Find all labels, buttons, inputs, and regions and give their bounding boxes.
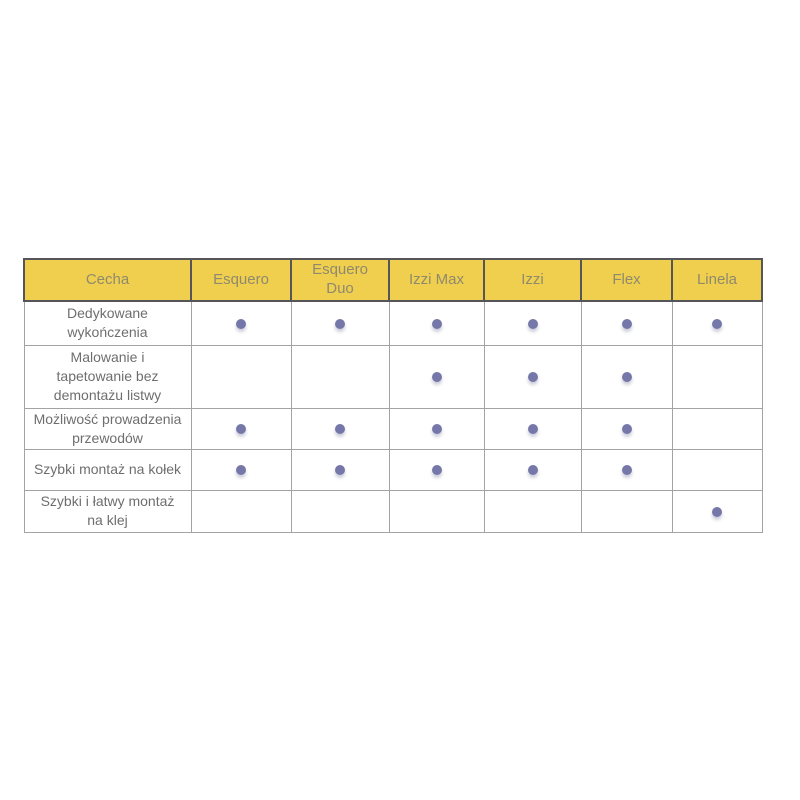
feature-availability-cell [190, 300, 292, 346]
feature-availability-cell [483, 344, 582, 409]
table-row: Szybki i łatwy montaż na klej [23, 489, 763, 533]
table-row: Szybki montaż na kołek [23, 448, 763, 491]
dot-icon [431, 465, 442, 476]
table-row: Malowanie i tapetowanie bez demontażu li… [23, 344, 763, 409]
feature-name-cell: Szybki i łatwy montaż na klej [23, 489, 192, 533]
table-header: Cecha Esquero Esquero Duo Izzi Max Izzi … [23, 258, 763, 302]
table-row: Dedykowane wykończenia [23, 300, 763, 346]
column-header-cecha: Cecha [23, 258, 192, 302]
feature-availability-cell [290, 448, 390, 491]
column-header-esquero: Esquero [190, 258, 292, 302]
feature-name-cell: Szybki montaż na kołek [23, 448, 192, 491]
table-row: Możliwość prowadzenia przewodów [23, 407, 763, 450]
table-body: Dedykowane wykończenia Malowanie i tapet… [23, 300, 763, 533]
column-header-izzi: Izzi [483, 258, 582, 302]
feature-name-cell: Dedykowane wykończenia [23, 300, 192, 346]
feature-availability-cell [388, 300, 485, 346]
feature-availability-cell [290, 407, 390, 450]
column-header-esquero-duo: Esquero Duo [290, 258, 390, 302]
dot-icon [712, 319, 722, 330]
dot-icon [621, 424, 632, 435]
feature-availability-cell [388, 448, 485, 491]
header-row: Cecha Esquero Esquero Duo Izzi Max Izzi … [23, 258, 763, 302]
dot-icon [527, 372, 538, 383]
feature-availability-cell [290, 344, 390, 409]
dot-icon [431, 424, 442, 435]
feature-availability-cell [483, 448, 582, 491]
feature-availability-cell [483, 489, 582, 533]
feature-availability-cell [483, 300, 582, 346]
feature-availability-cell [190, 448, 292, 491]
dot-icon [621, 372, 632, 383]
dot-icon [621, 465, 632, 476]
feature-availability-cell [580, 489, 673, 533]
dot-icon [431, 372, 442, 383]
feature-availability-cell [388, 489, 485, 533]
column-header-linela: Linela [671, 258, 763, 302]
feature-availability-cell [483, 407, 582, 450]
dot-icon [335, 465, 345, 476]
feature-availability-cell [388, 407, 485, 450]
column-header-flex: Flex [580, 258, 673, 302]
dot-icon [236, 424, 246, 435]
feature-availability-cell [190, 407, 292, 450]
feature-availability-cell [580, 344, 673, 409]
dot-icon [431, 319, 442, 330]
feature-availability-cell [671, 300, 763, 346]
dot-icon [712, 506, 722, 517]
feature-availability-cell [580, 407, 673, 450]
dot-icon [236, 465, 246, 476]
feature-name-cell: Malowanie i tapetowanie bez demontażu li… [23, 344, 192, 409]
dot-icon [527, 465, 538, 476]
dot-icon [527, 319, 538, 330]
feature-availability-cell [671, 489, 763, 533]
dot-icon [621, 319, 632, 330]
feature-availability-cell [671, 407, 763, 450]
feature-availability-cell [290, 489, 390, 533]
dot-icon [335, 424, 345, 435]
feature-availability-cell [580, 448, 673, 491]
feature-availability-cell [290, 300, 390, 346]
feature-availability-cell [580, 300, 673, 346]
dot-icon [527, 424, 538, 435]
feature-availability-cell [388, 344, 485, 409]
dot-icon [335, 319, 345, 330]
feature-name-cell: Możliwość prowadzenia przewodów [23, 407, 192, 450]
dot-icon [236, 319, 246, 330]
feature-availability-cell [190, 489, 292, 533]
column-header-izzi-max: Izzi Max [388, 258, 485, 302]
feature-availability-cell [190, 344, 292, 409]
feature-availability-cell [671, 344, 763, 409]
feature-comparison-table: Cecha Esquero Esquero Duo Izzi Max Izzi … [23, 258, 763, 533]
feature-availability-cell [671, 448, 763, 491]
